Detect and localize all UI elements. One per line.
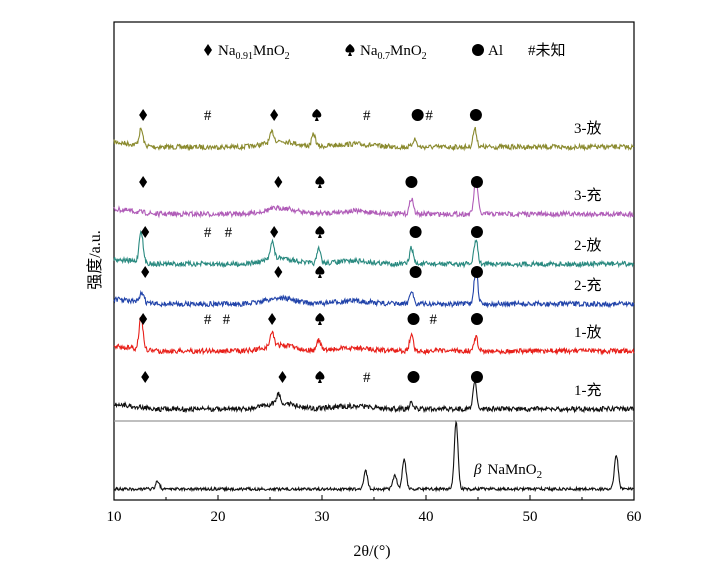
- diamond-marker: [270, 226, 279, 238]
- spade-marker: [345, 44, 355, 56]
- legend-entry-2: Na0.7MnO2: [360, 43, 427, 62]
- diamond-marker: [204, 44, 212, 56]
- series-line-1: [113, 126, 635, 152]
- series-label: 1-充: [574, 382, 602, 399]
- x-ticks: 10 20 30 40 50 60: [107, 495, 642, 525]
- series-label: 3-充: [574, 187, 602, 204]
- circle-marker: [470, 226, 483, 238]
- circle-marker: [407, 371, 420, 383]
- reference-line: [114, 420, 634, 493]
- x-tick-label: 10: [107, 509, 122, 525]
- hash-marker: #: [225, 225, 233, 241]
- diamond-marker: [270, 109, 279, 121]
- x-tick-label: 60: [627, 509, 642, 525]
- circle-marker: [405, 176, 418, 188]
- x-tick-label: 30: [315, 509, 330, 525]
- legend-entry-3: Al: [488, 43, 503, 59]
- series-line-4: [113, 267, 635, 309]
- spade-marker: [312, 109, 322, 121]
- circle-marker: [470, 176, 483, 188]
- curve-labels: 3-放 3-充 2-放 2-充 1-放 1-充 β NaMnO2: [473, 120, 602, 481]
- legend-entry-1: Na0.91MnO2: [218, 43, 290, 62]
- diamond-marker: [141, 371, 150, 383]
- x-axis-title: 2θ/(°): [353, 543, 390, 560]
- y-axis-title: 强度/a.u.: [86, 230, 104, 290]
- x-tick-label: 40: [419, 509, 434, 525]
- reference-label-beta: β: [473, 462, 482, 478]
- x-tick-label: 50: [523, 509, 538, 525]
- series-label: 2-充: [574, 277, 602, 294]
- circle-marker: [470, 313, 483, 325]
- series-line-2: [113, 176, 634, 219]
- series-line-5: [113, 316, 635, 356]
- hash-marker: #: [204, 225, 212, 241]
- spade-marker: [315, 313, 325, 325]
- series-label: 1-放: [574, 324, 602, 341]
- circle-marker: [409, 226, 422, 238]
- spade-marker: [315, 226, 325, 238]
- circle-marker: [407, 313, 420, 325]
- hash-marker: #: [204, 108, 212, 124]
- markers: # # # # # # # # #: [139, 108, 483, 386]
- series-line-3: [113, 229, 635, 269]
- series-label: 2-放: [574, 237, 602, 254]
- hash-marker: #: [223, 312, 231, 328]
- legend: Na0.91MnO2 Na0.7MnO2 Al #未知: [204, 42, 566, 62]
- spade-marker: [315, 176, 325, 188]
- diamond-marker: [139, 313, 148, 325]
- hash-marker: #: [363, 108, 371, 124]
- diamond-marker: [141, 266, 150, 278]
- diamond-marker: [139, 109, 148, 121]
- reference-label-formula: NaMnO: [487, 462, 536, 478]
- legend-entry-unknown: #未知: [528, 42, 566, 59]
- spade-marker: [315, 371, 325, 383]
- series-label: 3-放: [574, 120, 602, 137]
- circle-marker: [409, 266, 422, 278]
- circle-marker: [411, 109, 424, 121]
- diamond-marker: [141, 226, 150, 238]
- circle-marker: [470, 266, 483, 278]
- diamond-marker: [278, 371, 287, 383]
- circle-marker: [469, 109, 482, 121]
- diamond-marker: [274, 266, 283, 278]
- curves: [113, 126, 635, 493]
- hash-marker: #: [363, 370, 371, 386]
- spade-marker: [315, 266, 325, 278]
- hash-marker: #: [430, 312, 438, 328]
- x-tick-label: 20: [211, 509, 226, 525]
- series-line-6: [113, 379, 635, 414]
- hash-marker: #: [204, 312, 212, 328]
- diamond-marker: [268, 313, 277, 325]
- hash-marker: #: [425, 108, 433, 124]
- reference-label-sub: 2: [537, 469, 543, 481]
- circle-marker: [470, 371, 483, 383]
- diamond-marker: [274, 176, 283, 188]
- diamond-marker: [139, 176, 148, 188]
- reference-label: β NaMnO2: [473, 462, 542, 481]
- circle-marker: [472, 44, 484, 56]
